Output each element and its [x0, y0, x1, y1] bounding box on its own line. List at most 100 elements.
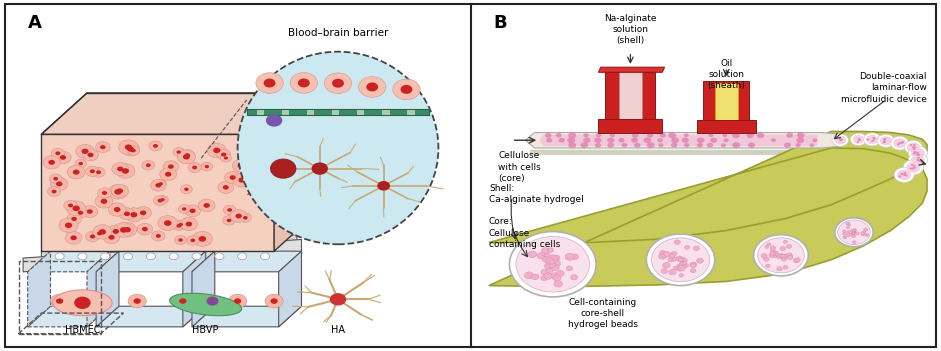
Circle shape — [55, 151, 72, 164]
Circle shape — [883, 139, 885, 141]
Circle shape — [548, 261, 556, 267]
Circle shape — [853, 229, 855, 231]
Circle shape — [551, 255, 560, 261]
Ellipse shape — [169, 293, 242, 316]
FancyBboxPatch shape — [382, 110, 390, 115]
Circle shape — [547, 269, 552, 273]
Circle shape — [235, 213, 242, 218]
Circle shape — [857, 139, 860, 141]
Polygon shape — [96, 251, 119, 327]
Circle shape — [78, 162, 83, 165]
Circle shape — [542, 257, 550, 263]
Circle shape — [60, 155, 66, 160]
FancyBboxPatch shape — [282, 110, 289, 115]
Circle shape — [788, 254, 793, 258]
Circle shape — [696, 258, 703, 263]
Polygon shape — [696, 120, 756, 132]
Circle shape — [763, 257, 769, 261]
Circle shape — [112, 163, 129, 175]
Circle shape — [581, 142, 588, 148]
Circle shape — [632, 133, 639, 138]
Circle shape — [59, 218, 78, 232]
Circle shape — [48, 187, 60, 197]
Circle shape — [82, 206, 98, 218]
Circle shape — [796, 137, 805, 143]
Circle shape — [541, 269, 549, 275]
Polygon shape — [192, 306, 301, 327]
Circle shape — [858, 139, 861, 141]
Circle shape — [256, 73, 283, 93]
Polygon shape — [183, 251, 206, 327]
Circle shape — [832, 134, 849, 146]
Circle shape — [167, 164, 174, 169]
Circle shape — [311, 163, 328, 175]
Circle shape — [83, 149, 99, 161]
Polygon shape — [279, 251, 301, 327]
Circle shape — [669, 269, 677, 275]
Circle shape — [866, 233, 869, 236]
Circle shape — [917, 159, 919, 161]
Circle shape — [516, 237, 590, 292]
Circle shape — [596, 133, 601, 137]
Circle shape — [908, 153, 928, 167]
Circle shape — [671, 143, 678, 148]
Circle shape — [684, 133, 689, 137]
Circle shape — [673, 266, 678, 270]
Circle shape — [290, 73, 317, 93]
Circle shape — [660, 133, 666, 138]
Circle shape — [709, 133, 713, 137]
Circle shape — [797, 132, 805, 138]
Circle shape — [549, 255, 558, 261]
Circle shape — [169, 253, 178, 260]
Circle shape — [884, 138, 886, 140]
Polygon shape — [27, 251, 110, 272]
FancyBboxPatch shape — [247, 109, 429, 115]
Circle shape — [837, 220, 870, 245]
FancyBboxPatch shape — [332, 110, 340, 115]
Circle shape — [134, 298, 141, 304]
Polygon shape — [605, 72, 619, 132]
Circle shape — [72, 170, 80, 175]
Circle shape — [679, 274, 683, 277]
Circle shape — [867, 139, 869, 140]
Circle shape — [127, 146, 139, 155]
Circle shape — [694, 246, 699, 251]
Circle shape — [788, 255, 792, 259]
Polygon shape — [41, 134, 274, 251]
Circle shape — [651, 238, 710, 282]
Polygon shape — [27, 306, 110, 327]
FancyBboxPatch shape — [358, 110, 364, 115]
Circle shape — [557, 271, 565, 276]
Circle shape — [554, 280, 563, 287]
Polygon shape — [715, 82, 738, 131]
Circle shape — [678, 258, 683, 261]
Polygon shape — [41, 235, 297, 261]
Circle shape — [662, 269, 667, 273]
Circle shape — [861, 233, 864, 236]
Circle shape — [88, 153, 93, 157]
Circle shape — [765, 245, 769, 248]
Circle shape — [776, 256, 780, 259]
Circle shape — [769, 253, 774, 258]
Circle shape — [777, 254, 783, 258]
Circle shape — [232, 173, 251, 187]
Circle shape — [108, 203, 126, 216]
Circle shape — [329, 293, 346, 305]
Circle shape — [757, 132, 764, 138]
Circle shape — [236, 174, 250, 185]
Circle shape — [155, 179, 167, 188]
Circle shape — [117, 166, 123, 171]
Circle shape — [607, 138, 614, 143]
Circle shape — [65, 232, 82, 244]
Circle shape — [852, 235, 855, 238]
Circle shape — [843, 236, 846, 238]
Circle shape — [546, 138, 552, 143]
Circle shape — [911, 155, 925, 165]
Circle shape — [883, 141, 885, 143]
Circle shape — [917, 154, 920, 156]
Circle shape — [595, 143, 601, 148]
Text: Na-alginate
solution
(shell): Na-alginate solution (shell) — [604, 14, 657, 45]
Circle shape — [855, 232, 859, 235]
Circle shape — [223, 216, 235, 225]
Circle shape — [858, 138, 861, 140]
